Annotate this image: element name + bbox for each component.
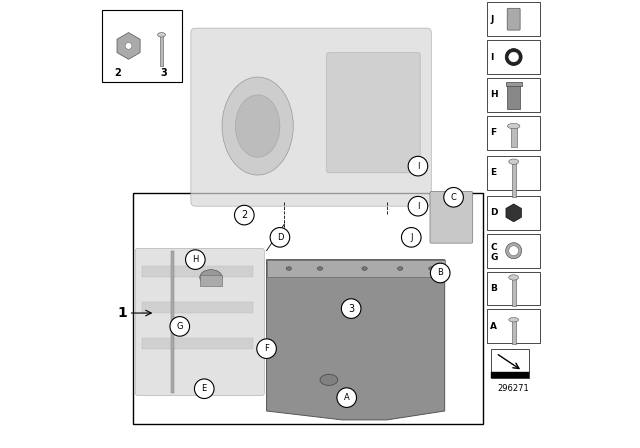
Bar <box>142 302 253 313</box>
Text: G: G <box>490 253 497 262</box>
FancyBboxPatch shape <box>191 28 431 206</box>
Bar <box>512 277 516 306</box>
Ellipse shape <box>509 159 518 164</box>
Ellipse shape <box>509 275 518 280</box>
Ellipse shape <box>236 95 280 157</box>
Ellipse shape <box>505 48 522 65</box>
Text: A: A <box>490 322 497 331</box>
Text: E: E <box>202 384 207 393</box>
Bar <box>142 266 253 277</box>
Bar <box>487 2 540 36</box>
Bar <box>492 349 529 378</box>
Text: F: F <box>490 128 496 137</box>
Ellipse shape <box>222 77 293 175</box>
Bar <box>487 234 540 267</box>
Ellipse shape <box>509 52 518 62</box>
Text: D: D <box>490 208 497 217</box>
Ellipse shape <box>125 43 132 49</box>
Ellipse shape <box>397 267 403 270</box>
Circle shape <box>408 196 428 216</box>
Circle shape <box>234 205 254 225</box>
Text: A: A <box>344 393 349 402</box>
Bar <box>102 10 182 82</box>
Circle shape <box>431 263 450 283</box>
Bar <box>171 251 175 393</box>
FancyBboxPatch shape <box>326 52 420 173</box>
Text: 1: 1 <box>117 306 127 320</box>
Text: B: B <box>490 284 497 293</box>
Ellipse shape <box>509 318 518 322</box>
Bar <box>487 78 540 112</box>
Ellipse shape <box>509 246 518 256</box>
Circle shape <box>337 388 356 407</box>
Circle shape <box>341 299 361 319</box>
Ellipse shape <box>157 33 166 37</box>
Ellipse shape <box>200 270 222 285</box>
Circle shape <box>257 339 276 358</box>
Bar <box>506 82 522 86</box>
Text: H: H <box>192 255 198 264</box>
Text: 296271: 296271 <box>498 384 529 393</box>
Bar <box>487 116 540 150</box>
Bar <box>511 125 516 147</box>
Polygon shape <box>267 260 445 277</box>
Circle shape <box>170 317 189 336</box>
Text: I: I <box>417 202 419 211</box>
FancyBboxPatch shape <box>135 249 264 396</box>
FancyBboxPatch shape <box>430 191 473 243</box>
Ellipse shape <box>286 267 291 270</box>
Text: C: C <box>490 243 497 252</box>
Ellipse shape <box>362 267 367 270</box>
Text: 3: 3 <box>348 304 354 314</box>
Text: 2: 2 <box>241 210 248 220</box>
Text: B: B <box>437 268 443 277</box>
Bar <box>512 320 516 344</box>
Bar <box>487 196 540 230</box>
Text: E: E <box>490 168 496 177</box>
Text: I: I <box>417 162 419 171</box>
Bar <box>487 40 540 74</box>
Text: J: J <box>490 15 493 24</box>
Ellipse shape <box>320 374 338 385</box>
Text: D: D <box>276 233 283 242</box>
Bar <box>160 35 163 66</box>
Bar <box>200 275 222 286</box>
Circle shape <box>408 156 428 176</box>
Text: F: F <box>264 344 269 353</box>
FancyBboxPatch shape <box>508 9 520 30</box>
Ellipse shape <box>508 123 520 129</box>
Circle shape <box>270 228 290 247</box>
Bar <box>507 83 520 109</box>
Text: I: I <box>490 52 493 61</box>
Bar <box>512 162 516 197</box>
Bar <box>487 310 540 343</box>
Bar <box>133 193 483 424</box>
Ellipse shape <box>317 267 323 270</box>
Circle shape <box>444 188 463 207</box>
Polygon shape <box>267 260 445 420</box>
Text: 3: 3 <box>161 68 168 78</box>
Bar <box>492 372 529 378</box>
Circle shape <box>195 379 214 399</box>
Circle shape <box>401 228 421 247</box>
Text: J: J <box>410 233 413 242</box>
Bar <box>487 271 540 306</box>
Circle shape <box>186 250 205 269</box>
Ellipse shape <box>429 267 434 270</box>
Ellipse shape <box>506 243 522 259</box>
Bar <box>487 156 540 190</box>
Bar <box>142 337 253 349</box>
Text: H: H <box>490 90 498 99</box>
Text: 2: 2 <box>114 68 121 78</box>
Text: G: G <box>177 322 183 331</box>
Text: C: C <box>451 193 456 202</box>
